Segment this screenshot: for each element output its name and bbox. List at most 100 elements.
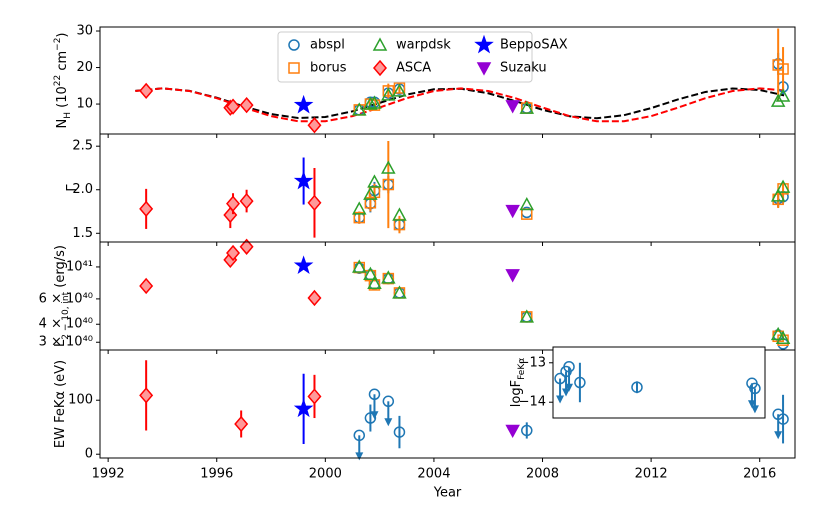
x-tick-label: 2000	[309, 467, 342, 482]
marker	[382, 178, 395, 191]
legend-label: abspl	[310, 38, 345, 53]
marker	[519, 196, 535, 211]
marker	[505, 424, 520, 439]
marker	[519, 309, 535, 323]
marker	[293, 398, 314, 418]
marker	[226, 98, 241, 115]
upper-limit-arrowhead	[384, 418, 393, 427]
marker	[239, 238, 254, 255]
legend-marker	[373, 59, 387, 77]
marker	[381, 270, 396, 284]
y-axis-label-part: FeKα	[517, 358, 527, 380]
marker	[293, 255, 314, 275]
upper-limit-arrowhead	[355, 452, 364, 461]
marker	[777, 413, 789, 425]
x-axis-label: Year	[433, 486, 462, 501]
legend-label: warpdsk	[396, 38, 451, 53]
marker	[368, 388, 381, 401]
y-tick-label: 2.5	[72, 139, 93, 154]
marker	[775, 179, 791, 193]
y-axis-label-part: Γ	[65, 184, 80, 192]
y-axis-label: NH (1022 cm−2)	[53, 32, 73, 128]
marker	[505, 269, 520, 283]
upper-limit-arrowhead	[556, 395, 565, 404]
x-tick-label: 1992	[92, 467, 125, 482]
legend-marker	[288, 39, 300, 51]
marker	[139, 387, 154, 404]
marker	[226, 195, 241, 212]
marker	[363, 186, 378, 200]
marker	[367, 95, 382, 109]
marker	[563, 360, 575, 373]
marker	[770, 326, 786, 341]
upper-limit-arrowhead	[370, 411, 379, 420]
marker	[352, 102, 367, 116]
marker	[393, 426, 406, 438]
marker	[777, 63, 789, 75]
marker	[519, 100, 535, 114]
marker	[770, 188, 786, 202]
marker	[139, 82, 154, 100]
y-tick-label: 100	[68, 393, 93, 408]
legend-label: ASCA	[396, 61, 431, 76]
marker	[364, 412, 377, 424]
upper-limit-arrowhead	[565, 383, 574, 392]
marker	[381, 160, 396, 174]
y-axis-label-part: logF	[509, 380, 524, 407]
axes-frame	[552, 346, 766, 419]
y-axis-label-part: EW FeKα (eV)	[53, 360, 68, 448]
marker	[382, 395, 395, 408]
marker	[293, 170, 314, 190]
marker	[223, 206, 238, 224]
upper-limit-arrowhead	[774, 431, 783, 440]
y-axis-label: Γ	[65, 184, 80, 192]
x-tick-label: 2004	[417, 467, 450, 482]
marker	[352, 201, 367, 215]
y-tick-label: 0	[85, 447, 93, 462]
marker	[307, 388, 322, 405]
y-axis-label: L2 − 10, int (erg/s)	[53, 245, 71, 347]
legend-marker	[474, 34, 494, 54]
y-tick-label: −14	[519, 395, 546, 410]
legend-label: Suzaku	[500, 61, 547, 76]
y-tick-label: 30	[76, 24, 93, 39]
marker	[392, 207, 407, 221]
legend-box	[277, 31, 533, 83]
marker	[775, 330, 791, 344]
y-axis-label-part: 2 − 10, int	[61, 291, 71, 339]
x-tick-label: 2016	[743, 467, 776, 482]
marker	[382, 85, 395, 97]
y-axis-label-part: )	[55, 32, 70, 37]
upper-limit-arrowhead	[562, 388, 571, 397]
x-tick-label: 1996	[200, 467, 233, 482]
x-tick-label: 2012	[635, 467, 668, 482]
axes-frame	[99, 349, 796, 459]
legend-label: borus	[310, 61, 347, 76]
y-axis-label-part: N	[55, 119, 70, 129]
y-tick-label: 3 × 10⁴⁰	[39, 335, 93, 350]
marker	[367, 275, 382, 290]
marker	[234, 415, 249, 433]
marker	[775, 88, 791, 102]
y-axis-label-part: cm	[55, 51, 70, 75]
legend-marker	[288, 62, 300, 74]
marker	[381, 87, 396, 101]
legend-marker	[476, 62, 492, 76]
y-tick-label: 20	[76, 60, 93, 75]
marker	[352, 259, 367, 273]
y-axis-label: logFFeKα	[509, 358, 527, 407]
upper-limit-arrowhead	[750, 405, 759, 414]
inset-background	[553, 347, 765, 418]
marker	[363, 96, 378, 110]
axes-frame	[99, 133, 796, 243]
marker	[574, 376, 586, 389]
y-axis-label-part: H	[63, 112, 73, 119]
marker	[307, 289, 322, 307]
x-tick-label: 2008	[526, 467, 559, 482]
marker	[293, 94, 314, 114]
y-axis-label-part: (10	[55, 86, 70, 112]
marker	[139, 200, 154, 218]
marker	[631, 381, 643, 393]
marker	[363, 266, 378, 280]
